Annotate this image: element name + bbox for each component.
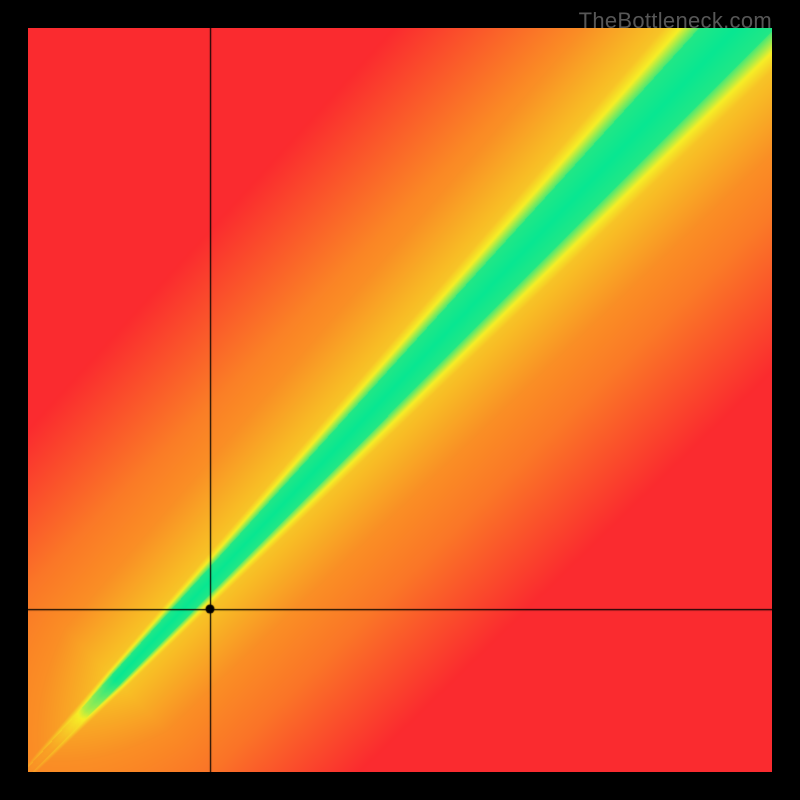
heatmap-canvas: [28, 28, 772, 772]
bottleneck-heatmap: [28, 28, 772, 772]
watermark-text: TheBottleneck.com: [579, 8, 772, 34]
